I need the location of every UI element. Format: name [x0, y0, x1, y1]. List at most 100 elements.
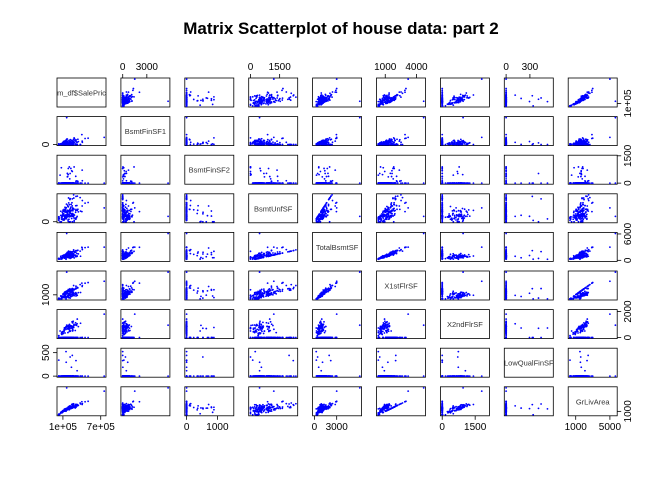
data-point: [185, 102, 188, 105]
points: [505, 78, 549, 107]
data-point: [138, 182, 141, 185]
data-point: [400, 143, 402, 146]
data-point: [327, 204, 330, 207]
data-point: [531, 94, 534, 97]
data-point: [267, 92, 270, 94]
data-point: [265, 182, 267, 185]
data-point: [383, 219, 386, 221]
data-point: [453, 101, 456, 104]
data-point: [213, 95, 215, 98]
data-point: [131, 182, 134, 185]
data-point: [387, 175, 390, 178]
data-point: [324, 182, 327, 185]
data-point: [335, 133, 338, 136]
data-point: [213, 220, 215, 223]
data-point: [185, 100, 188, 103]
data-point: [472, 143, 475, 146]
data-point: [392, 143, 394, 146]
data-point: [319, 215, 322, 218]
data-point: [124, 101, 127, 103]
data-point: [330, 143, 332, 146]
data-point: [185, 218, 188, 221]
data-point: [326, 167, 329, 170]
data-point: [281, 182, 284, 185]
points: [57, 166, 106, 185]
data-point: [451, 101, 454, 104]
panel-frame: [248, 154, 299, 185]
data-point: [69, 167, 72, 170]
data-point: [71, 201, 73, 204]
data-point: [74, 139, 77, 142]
data-point: [377, 174, 380, 177]
data-point: [196, 209, 199, 212]
data-point: [63, 209, 66, 211]
data-point: [447, 102, 450, 105]
data-point: [528, 140, 531, 143]
data-point: [249, 103, 252, 106]
data-point: [331, 141, 334, 144]
data-point: [461, 140, 464, 142]
data-point: [392, 178, 395, 180]
data-point: [265, 101, 268, 104]
data-point: [398, 140, 401, 143]
data-point: [269, 98, 272, 101]
data-point: [274, 101, 276, 104]
data-point: [383, 94, 386, 96]
data-point: [207, 140, 210, 143]
data-point: [76, 143, 79, 146]
data-point: [192, 143, 195, 145]
data-point: [580, 142, 582, 144]
data-point: [569, 182, 571, 185]
panel-0-3: [248, 77, 299, 108]
data-point: [266, 133, 269, 136]
data-point: [381, 142, 384, 144]
data-point: [122, 178, 125, 180]
data-point: [265, 102, 267, 105]
data-point: [505, 167, 508, 170]
data-point: [385, 141, 388, 144]
data-point: [578, 99, 581, 102]
data-point: [210, 210, 213, 212]
data-point: [381, 97, 384, 100]
data-point: [131, 99, 133, 102]
data-point: [253, 94, 256, 97]
data-point: [251, 95, 254, 98]
data-point: [320, 94, 323, 96]
data-point: [281, 97, 284, 100]
data-point: [322, 99, 325, 102]
data-point: [404, 133, 406, 136]
data-point: [466, 142, 468, 145]
data-point: [452, 174, 455, 177]
data-point: [540, 143, 542, 146]
data-point: [514, 182, 517, 185]
data-point: [407, 182, 410, 185]
data-point: [546, 100, 549, 103]
data-point: [69, 198, 71, 201]
data-point: [388, 99, 391, 102]
data-point: [185, 136, 188, 139]
data-point: [81, 141, 84, 144]
data-point: [531, 182, 534, 185]
data-point: [200, 99, 202, 102]
data-point: [323, 143, 325, 146]
data-point: [614, 100, 617, 103]
data-point: [316, 182, 319, 185]
data-point: [62, 217, 65, 220]
data-point: [580, 175, 582, 178]
panel-1-5: [376, 116, 426, 146]
data-point: [334, 205, 337, 207]
data-point: [202, 211, 204, 214]
data-point: [189, 141, 192, 144]
panel-frame: [439, 116, 490, 146]
panel-3-4: [312, 193, 363, 224]
data-point: [84, 202, 86, 205]
panel-frame: [120, 77, 171, 108]
data-point: [358, 116, 361, 119]
data-point: [274, 99, 277, 102]
panel-frame: [567, 154, 618, 185]
data-point: [447, 142, 450, 145]
points: [315, 193, 361, 223]
data-point: [74, 142, 77, 145]
data-point: [447, 182, 450, 185]
data-point: [253, 103, 256, 106]
